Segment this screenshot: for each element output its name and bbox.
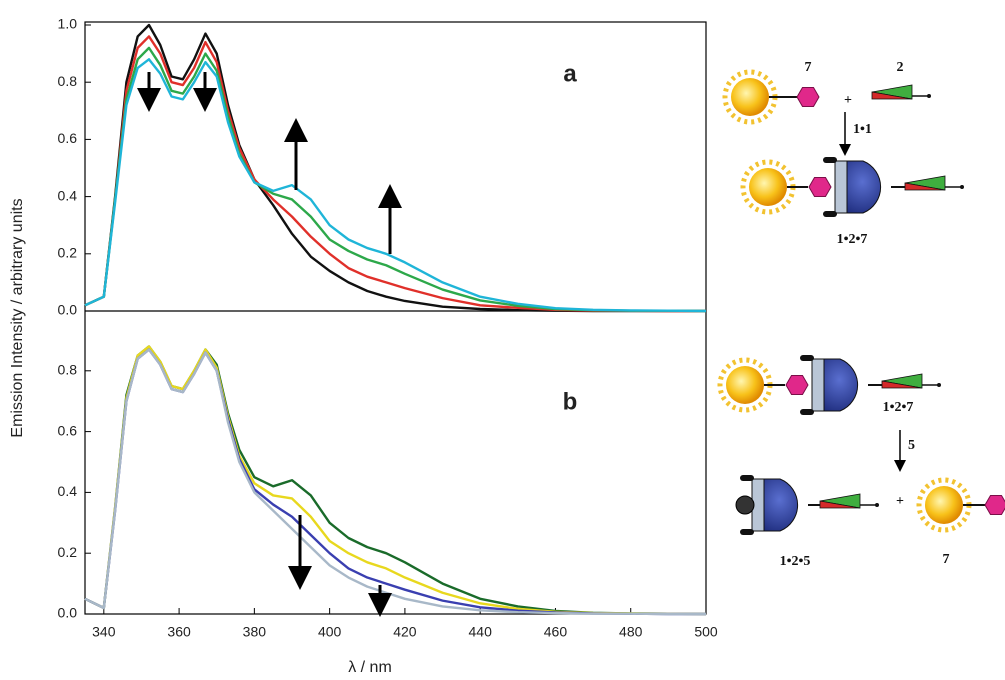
- spectrum-line: [84, 46, 707, 313]
- spectrum-line: [84, 348, 706, 616]
- x-tick-label: 460: [544, 624, 568, 640]
- y-tick-label: 0.0: [58, 302, 78, 318]
- y-tick-label: 0.4: [58, 187, 78, 203]
- y-tick-label: 0.4: [58, 483, 78, 499]
- x-tick-label: 440: [469, 624, 493, 640]
- scheme-plus: +: [896, 494, 904, 509]
- plot-frame: [84, 21, 707, 615]
- x-tick-label: 500: [694, 624, 718, 640]
- x-tick-label: 400: [318, 624, 342, 640]
- scheme-label: 1•2•5: [780, 554, 811, 569]
- scheme-label: 1•1: [853, 122, 872, 137]
- x-tick-label: 360: [167, 624, 191, 640]
- y-axis-title: Emission Intensity / arbitrary units: [9, 198, 26, 437]
- y-tick-label: 0.2: [58, 245, 78, 261]
- scheme-label: 1•2•7: [883, 400, 914, 415]
- x-tick-label: 480: [619, 624, 643, 640]
- y-tick-label: 0.8: [58, 362, 78, 378]
- panel-label: b: [563, 388, 578, 415]
- scheme-label: 7: [943, 552, 950, 567]
- spectrum-line: [84, 23, 706, 313]
- scheme-plus: +: [844, 93, 852, 108]
- scheme-label: 5: [908, 438, 915, 453]
- x-axis-title: λ / nm: [348, 659, 392, 676]
- x-tick-label: 340: [92, 624, 116, 640]
- scheme-label: 1•2•7: [837, 232, 868, 247]
- panel-label: a: [563, 60, 577, 87]
- scheme-label: 2: [897, 60, 904, 75]
- y-tick-label: 0.6: [58, 130, 78, 146]
- spectrum-line: [84, 345, 707, 616]
- y-tick-label: 0.0: [58, 605, 78, 621]
- y-tick-label: 0.6: [58, 422, 78, 438]
- spectrum-line: [84, 348, 706, 616]
- y-tick-label: 0.8: [58, 73, 78, 89]
- trend-arrows: [137, 72, 402, 617]
- y-tick-label: 0.2: [58, 544, 78, 560]
- scheme: 7 + 2 1•1 1•2•7 1•2•7 5 1•2•5 + 7: [720, 60, 1005, 569]
- spectrum-line: [84, 58, 707, 313]
- x-tick-label: 420: [393, 624, 417, 640]
- y-tick-label: 1.0: [58, 16, 78, 32]
- spectrum-line: [84, 35, 706, 313]
- x-tick-label: 380: [243, 624, 267, 640]
- plots: 0.0 0.2 0.4 0.6 0.8 1.0 0.0 0.2 0.4 0.6 0.8 340 360 3…: [58, 16, 718, 640]
- scheme-label: 7: [805, 60, 812, 75]
